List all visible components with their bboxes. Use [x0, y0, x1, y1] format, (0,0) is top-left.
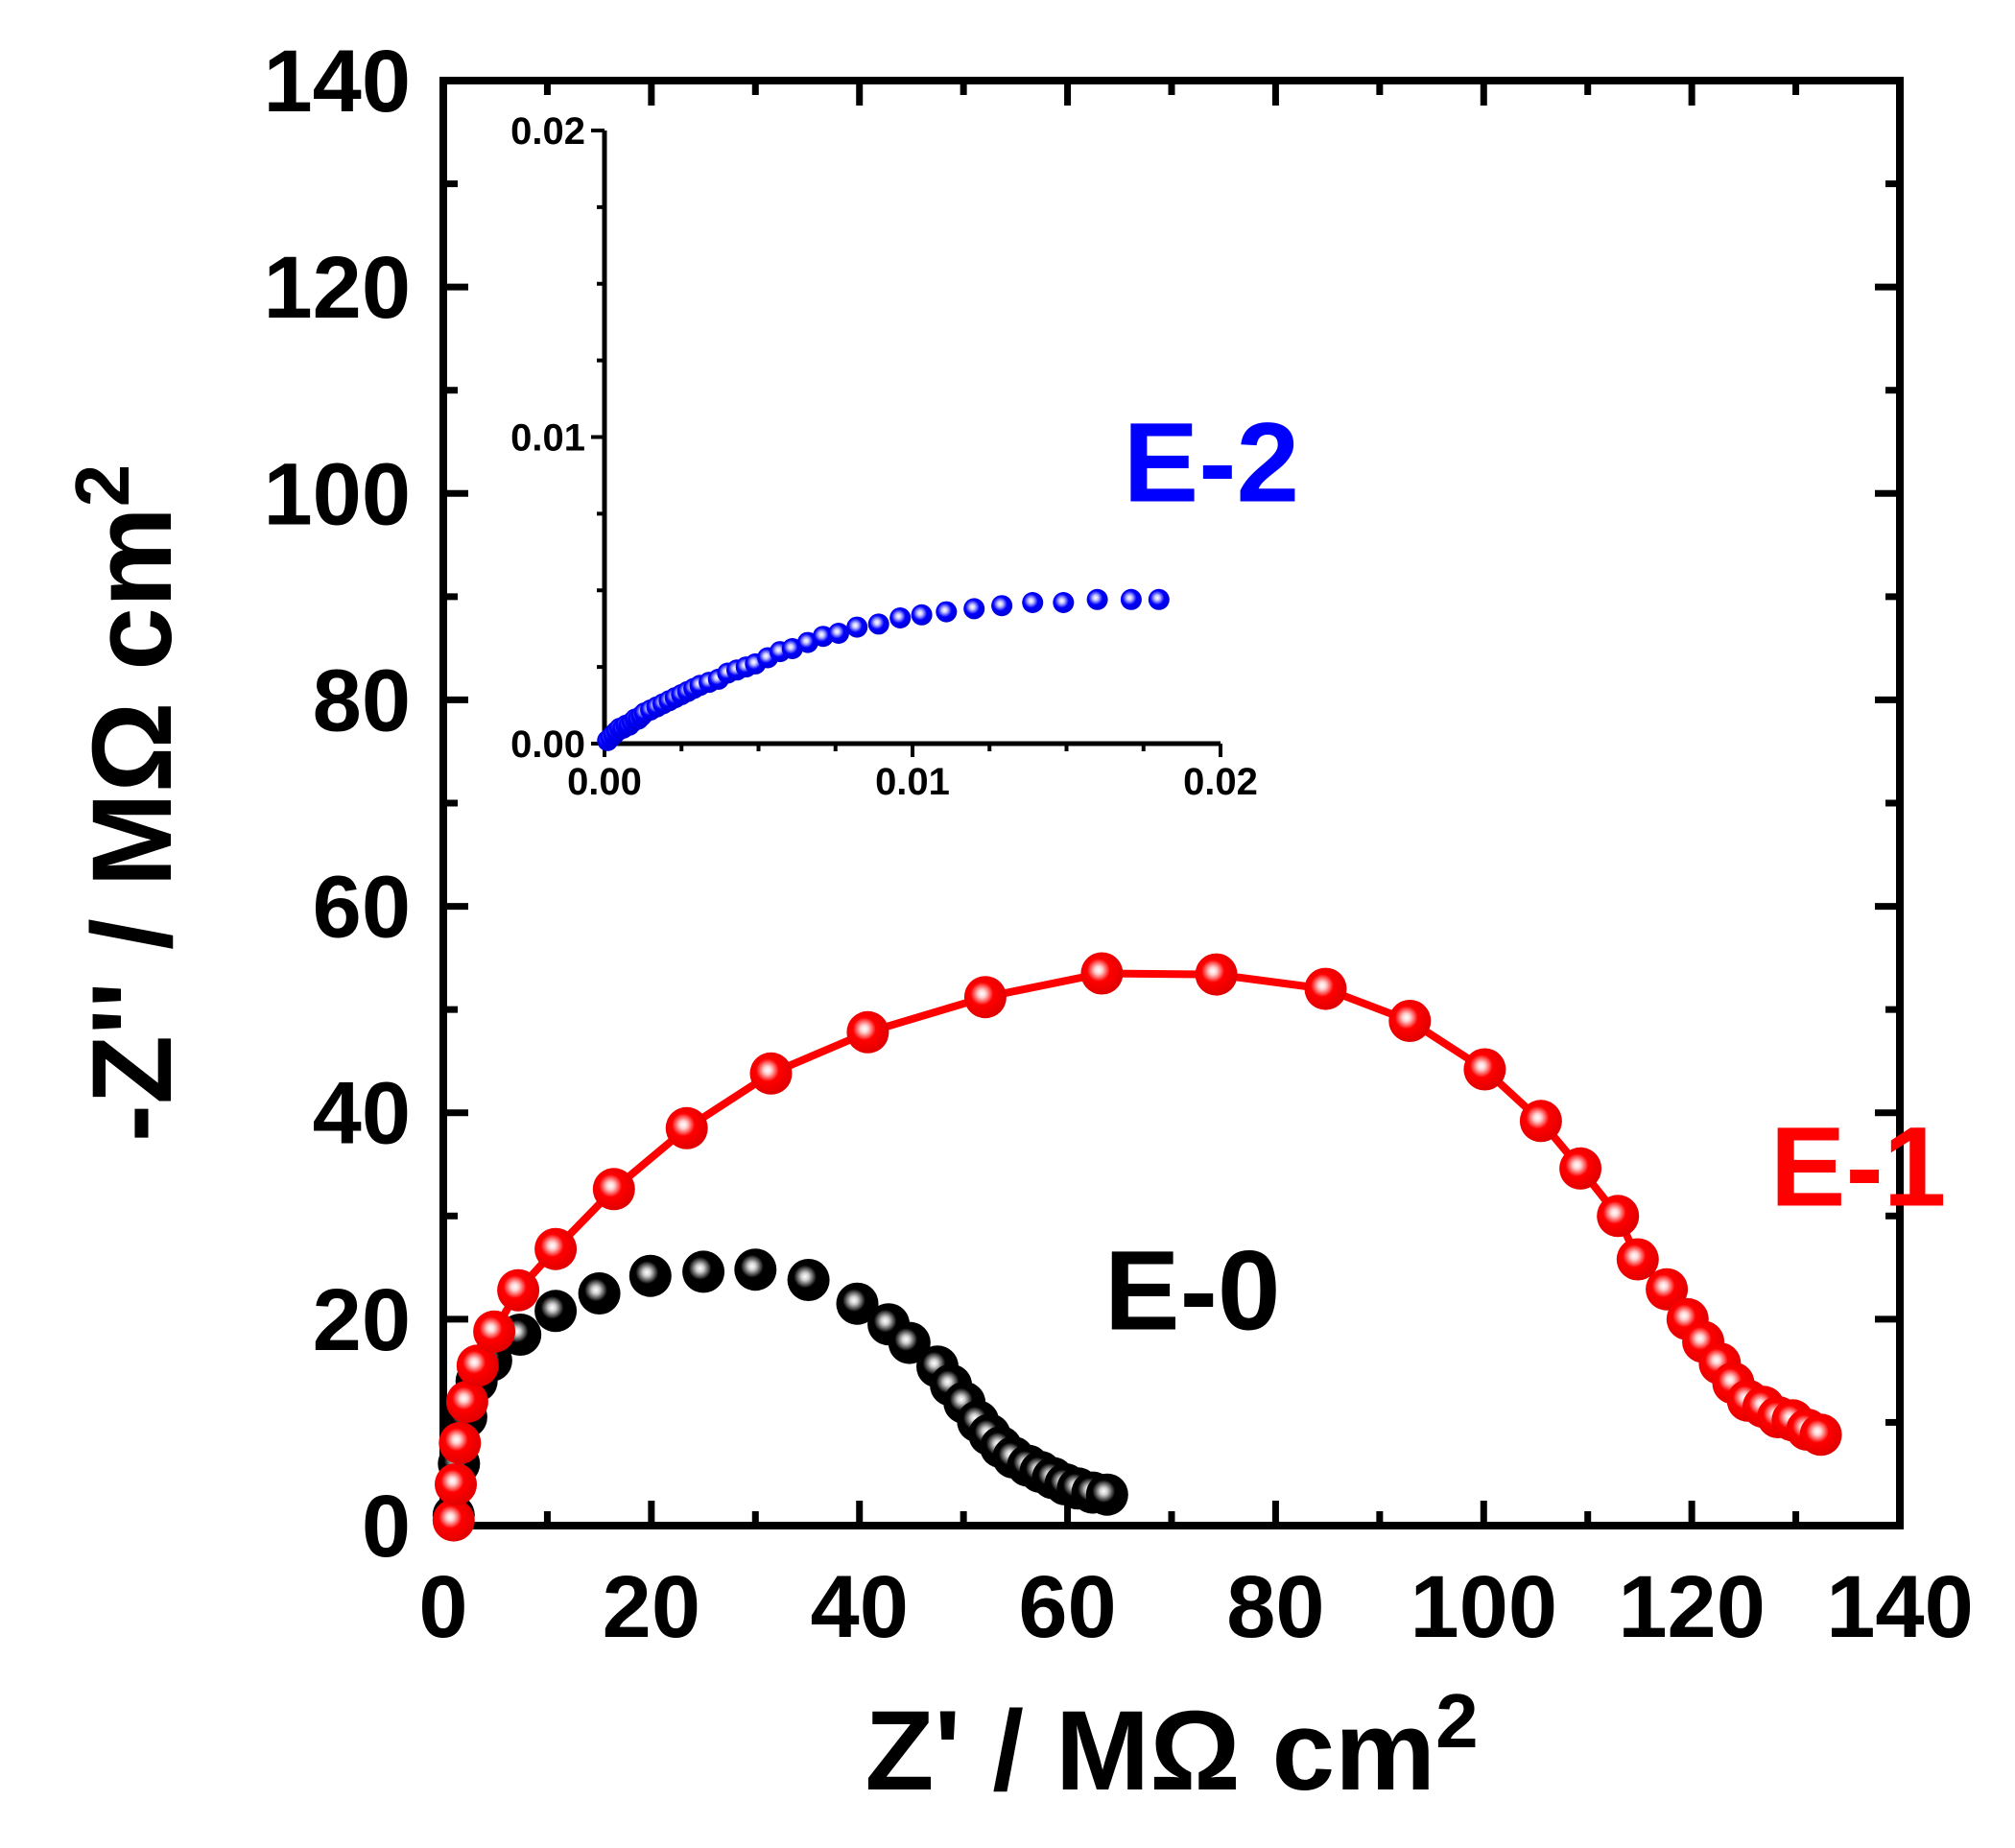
x-tick-label: 20: [603, 1558, 700, 1656]
inset-series-e-2: [597, 588, 1170, 751]
y-tick-label: 0: [362, 1478, 411, 1576]
data-point: [936, 601, 958, 623]
data-point: [888, 1321, 931, 1364]
data-point: [1799, 1413, 1842, 1457]
data-point: [1646, 1268, 1689, 1311]
inset-plot: 0.00 0.01 0.02 0.00 0.01 0.02: [510, 110, 1258, 803]
inset-data-points: [597, 588, 1170, 751]
inset-x-tick-label: 0.01: [875, 761, 950, 803]
y-tick-label: 40: [313, 1065, 411, 1163]
x-tick-label: 100: [1410, 1558, 1558, 1656]
y-tick-label: 20: [313, 1271, 411, 1369]
data-point: [1086, 588, 1108, 610]
data-point: [1388, 1000, 1432, 1042]
data-point: [534, 1290, 578, 1333]
x-tick-labels: 0 20 40 60 80 100 120 140: [418, 1558, 1973, 1656]
data-point: [445, 1380, 488, 1423]
data-point: [682, 1250, 725, 1293]
inset-x-tick-label: 0.02: [1183, 761, 1258, 803]
y-tick-labels: 0 20 40 60 80 100 120 140: [264, 33, 412, 1576]
data-point: [497, 1268, 540, 1312]
data-point: [734, 1248, 777, 1291]
data-point: [1120, 588, 1142, 610]
y-tick-label: 120: [264, 239, 412, 337]
x-tick-label: 40: [811, 1558, 909, 1656]
main-axis-ticks: [439, 77, 1904, 1529]
data-point: [473, 1310, 516, 1353]
label-e-1: E-1: [1770, 1104, 1947, 1231]
series-annotations: E-0 E-1 E-2: [1104, 400, 1947, 1355]
data-point: [628, 1254, 672, 1297]
data-point: [1053, 592, 1075, 613]
y-tick-label: 140: [264, 33, 412, 130]
data-point: [836, 1282, 879, 1325]
data-points: [432, 952, 1842, 1542]
data-point: [1148, 588, 1170, 610]
x-tick-label: 80: [1226, 1558, 1324, 1656]
y-axis-title: -Z'' / MΩ cm2: [59, 464, 197, 1143]
data-point: [456, 1344, 499, 1387]
data-point: [1022, 592, 1044, 613]
data-point: [1597, 1195, 1640, 1238]
data-point: [1463, 1048, 1506, 1091]
y-tick-label: 80: [313, 652, 411, 749]
x-tick-label: 120: [1618, 1558, 1766, 1656]
data-point: [435, 1463, 477, 1505]
inset-x-tick-label: 0.00: [567, 761, 642, 803]
x-tick-label: 0: [418, 1558, 467, 1656]
data-point: [1304, 967, 1347, 1010]
data-point: [1519, 1100, 1562, 1143]
data-point: [1085, 1473, 1128, 1516]
data-point: [1080, 952, 1124, 995]
x-tick-label: 140: [1826, 1558, 1974, 1656]
data-point: [1195, 953, 1238, 996]
data-point: [846, 616, 868, 638]
data-point: [749, 1052, 793, 1095]
y-tick-label: 60: [313, 859, 411, 957]
data-point: [991, 595, 1013, 617]
inset-y-tick-label: 0.02: [510, 110, 585, 153]
data-point: [1616, 1238, 1659, 1281]
label-e-2: E-2: [1124, 400, 1300, 527]
inset-y-tick-label: 0.01: [510, 417, 585, 460]
data-point: [828, 623, 849, 644]
inset-tick-labels: 0.00 0.01 0.02 0.00 0.01 0.02: [510, 110, 1258, 803]
series-e-1: [432, 952, 1842, 1542]
x-tick-label: 60: [1018, 1558, 1116, 1656]
data-point: [534, 1227, 578, 1270]
data-point: [911, 604, 933, 626]
label-e-0: E-0: [1104, 1228, 1281, 1355]
data-point: [578, 1272, 621, 1315]
data-point: [592, 1168, 635, 1211]
data-point: [889, 607, 912, 628]
data-point: [846, 1010, 889, 1054]
data-point: [1559, 1147, 1602, 1190]
y-tick-label: 100: [264, 445, 412, 543]
data-point: [439, 1421, 482, 1464]
x-axis-title: Z' / MΩ cm2: [865, 1678, 1478, 1815]
data-point: [963, 976, 1007, 1019]
data-point: [963, 598, 985, 620]
data-point: [867, 613, 889, 635]
inset-y-tick-label: 0.00: [510, 723, 585, 766]
data-point: [432, 1499, 475, 1542]
data-point: [787, 1259, 830, 1301]
data-point: [665, 1106, 708, 1149]
